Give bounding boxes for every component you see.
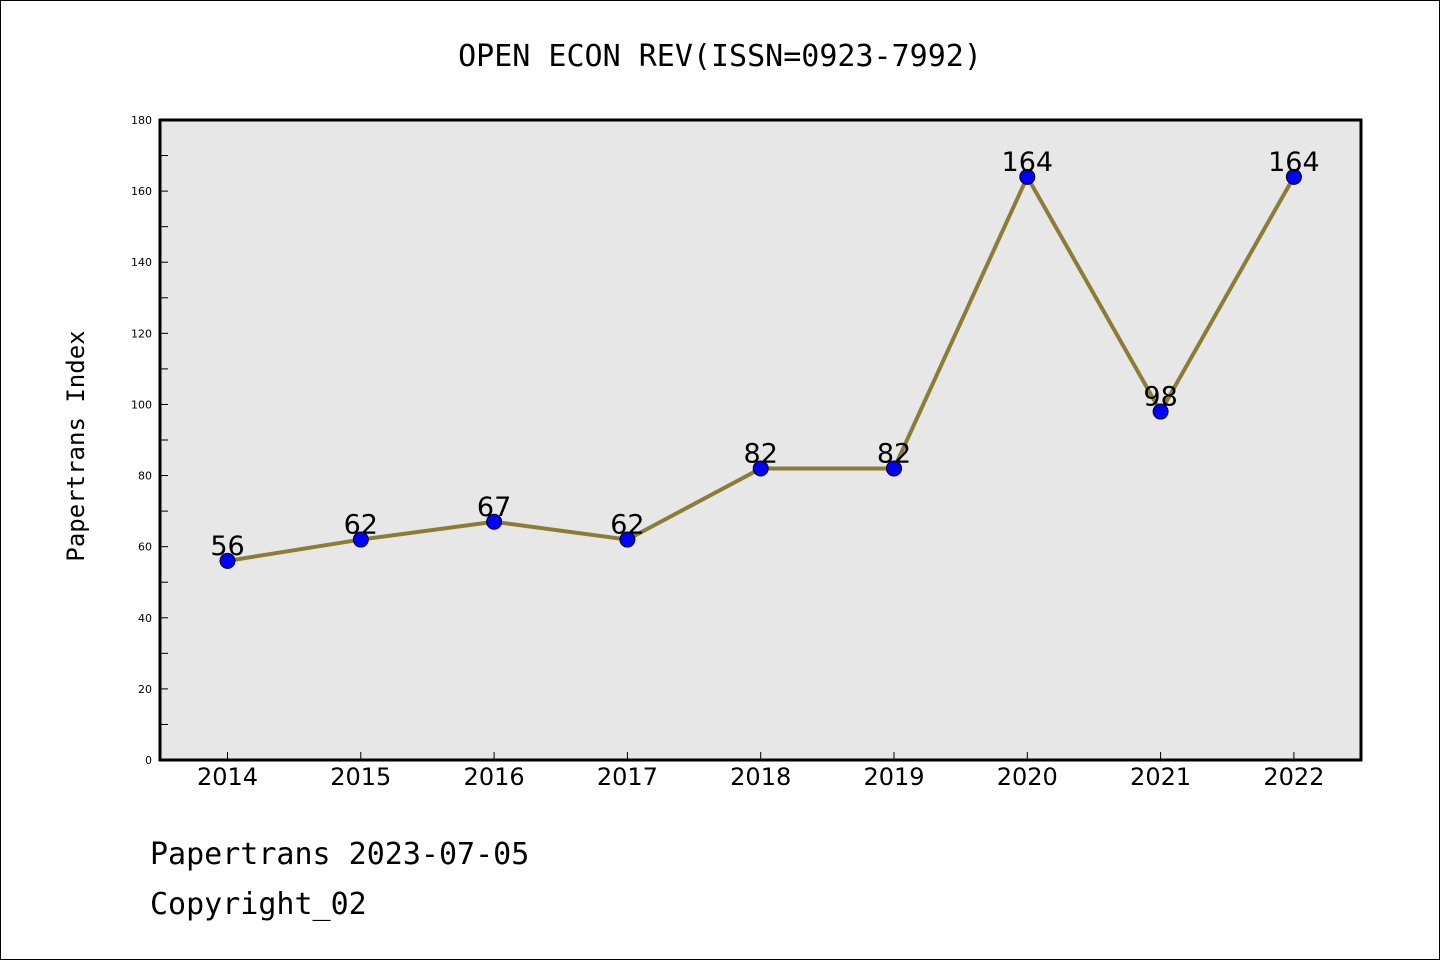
footer-copyright: Copyright_02 (150, 887, 367, 922)
data-point (352, 531, 369, 548)
y-tick-label: 180 (131, 114, 152, 127)
footer-date: Papertrans 2023-07-05 (150, 837, 529, 872)
x-tick-label: 2018 (730, 763, 791, 791)
y-axis: 0 20 40 60 80 100 120 140 160 180 (131, 114, 168, 767)
data-labels: 56 62 67 62 82 82 164 98 164 (210, 147, 1319, 562)
data-label: 82 (744, 438, 778, 469)
data-point (1019, 168, 1036, 185)
x-tick-label: 2019 (863, 763, 924, 791)
data-label: 98 (1143, 382, 1177, 413)
data-label: 62 (610, 510, 644, 541)
y-tick-label: 80 (138, 470, 152, 483)
y-tick-label: 40 (138, 612, 152, 625)
data-points (219, 168, 1302, 569)
x-axis: 2014 2015 2016 2017 2018 2019 2020 2021 2022 (197, 752, 1324, 791)
x-tick-label: 2016 (464, 763, 525, 791)
x-tick-label: 2020 (997, 763, 1058, 791)
y-axis-label: Papertrans Index (62, 330, 90, 561)
data-label: 56 (210, 531, 244, 562)
y-tick-label: 140 (131, 256, 152, 269)
data-point (1152, 403, 1169, 420)
y-tick-label: 20 (138, 683, 152, 696)
data-point (886, 460, 902, 477)
y-tick-label: 0 (145, 754, 152, 767)
data-point (619, 531, 636, 548)
data-label: 67 (477, 492, 511, 523)
data-label: 82 (877, 438, 911, 469)
y-tick-label: 160 (131, 185, 152, 198)
data-label: 164 (1268, 147, 1320, 178)
data-point (752, 460, 769, 477)
data-point (486, 513, 503, 530)
data-label: 62 (344, 510, 378, 541)
x-tick-label: 2021 (1130, 763, 1191, 791)
y-tick-label: 60 (138, 541, 152, 554)
x-tick-label: 2022 (1263, 763, 1324, 791)
x-tick-label: 2017 (597, 763, 658, 791)
plot-area (158, 118, 1363, 762)
x-tick-label: 2014 (197, 763, 258, 791)
x-tick-label: 2015 (330, 763, 391, 791)
data-label: 164 (1002, 147, 1054, 178)
data-point (1285, 168, 1302, 185)
y-tick-label: 100 (131, 398, 152, 411)
data-point (219, 552, 236, 569)
y-tick-label: 120 (131, 327, 152, 340)
chart-title: OPEN ECON REV(ISSN=0923-7992) (458, 39, 982, 74)
